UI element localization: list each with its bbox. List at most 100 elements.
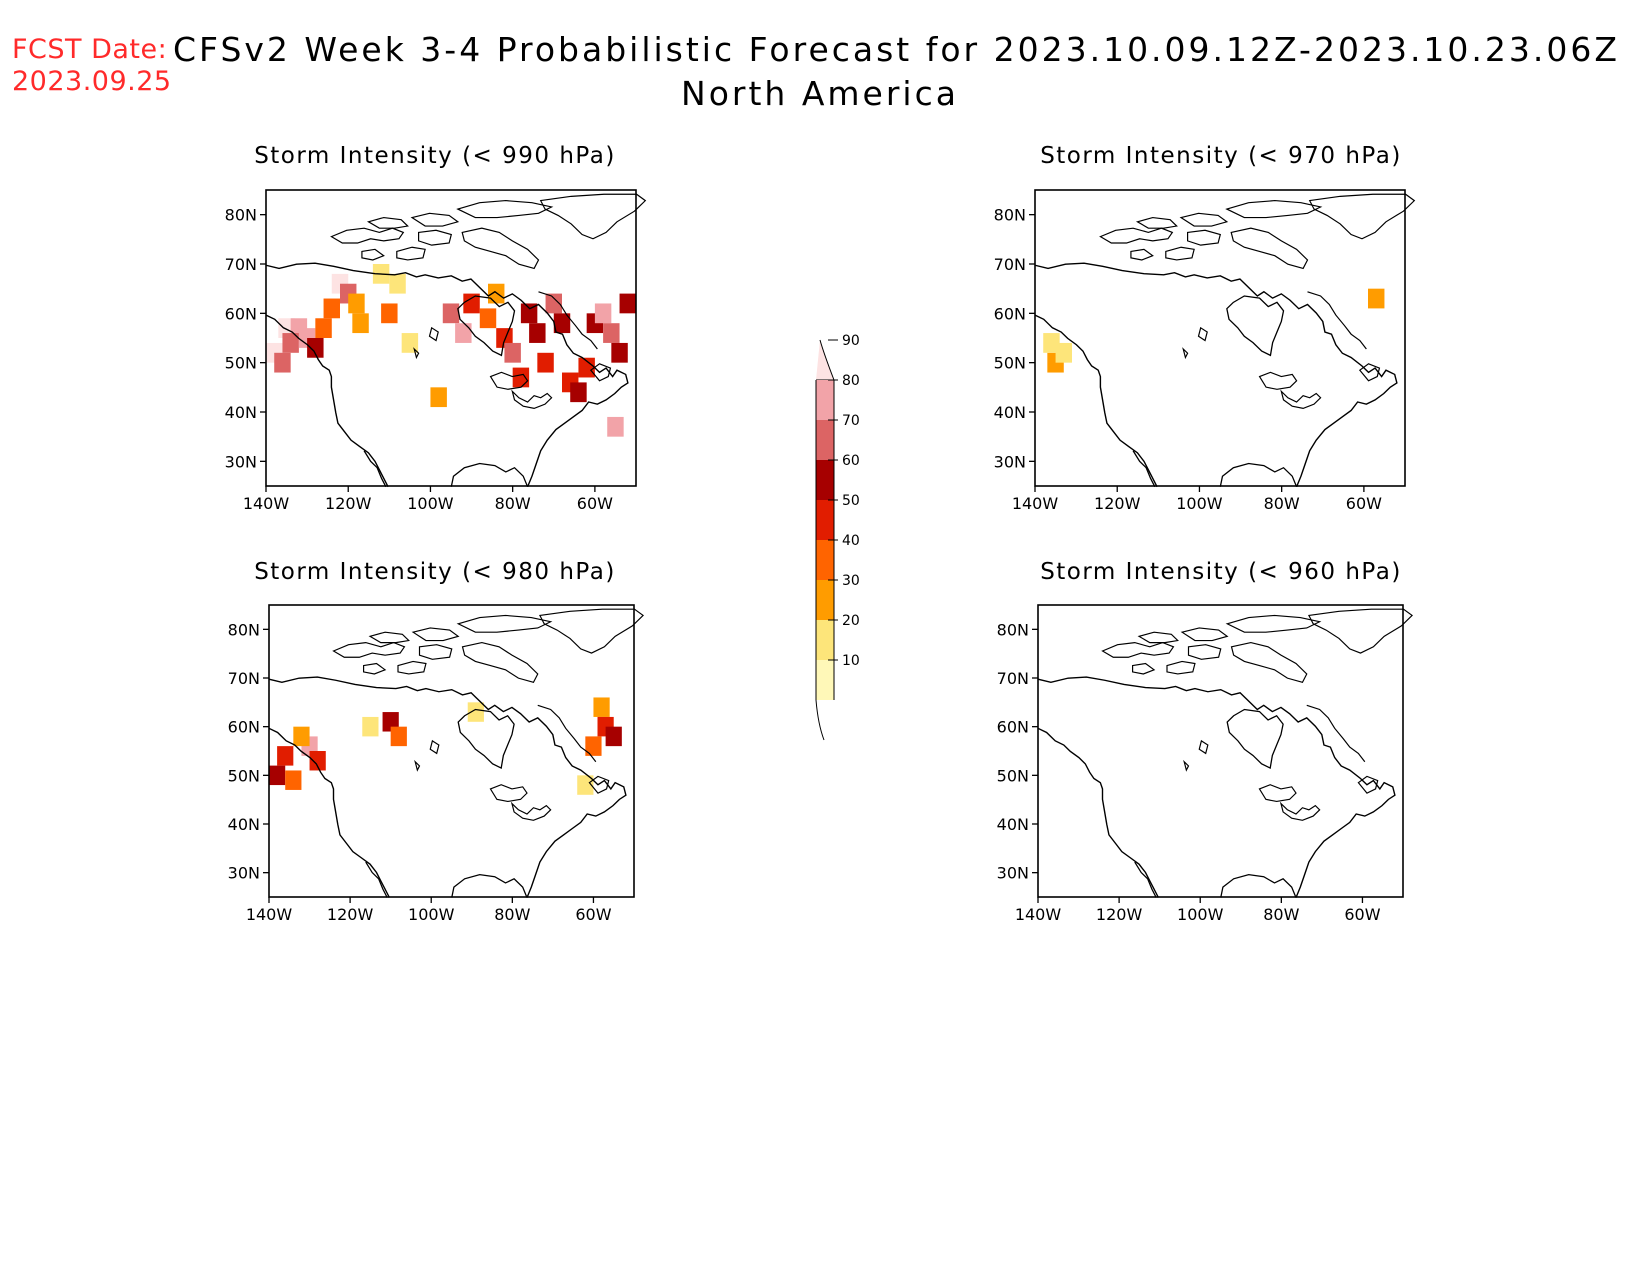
map-title-960: Storm Intensity (< 960 hPa)	[1040, 559, 1402, 585]
probability-cell	[274, 352, 291, 373]
colorbar-label: 70	[842, 413, 860, 429]
map-frame-960	[1037, 604, 1404, 898]
lat-tick-label: 50N	[228, 766, 260, 785]
probability-cell	[553, 313, 571, 334]
colorbar-label: 30	[842, 573, 860, 589]
probability-cell	[293, 726, 310, 747]
colorbar-segment	[816, 540, 834, 580]
lat-tick-label: 60N	[225, 304, 257, 323]
probability-cell	[269, 765, 286, 786]
forecast-cells-980	[269, 697, 622, 795]
lon-tick-label: 120W	[1096, 905, 1143, 924]
probability-cell	[619, 293, 636, 314]
lon-tick-label: 100W	[1177, 905, 1224, 924]
forecast-date-value: 2023.09.25	[12, 66, 172, 97]
map-panel-970: Storm Intensity (< 970 hPa) 80N 70N 60N 50N…	[994, 143, 1416, 513]
lon-tick-label: 60W	[575, 905, 611, 924]
lon-tick-label: 120W	[327, 905, 374, 924]
colorbar-segment	[816, 380, 834, 420]
page-subtitle: North America	[681, 74, 959, 113]
probability-cell	[282, 333, 299, 353]
colorbar-segment	[816, 460, 834, 500]
lat-tick-label: 30N	[994, 452, 1026, 471]
lon-tick-label: 140W	[1015, 905, 1062, 924]
lat-tick-label: 40N	[997, 815, 1029, 834]
probability-cell	[389, 273, 406, 294]
lat-tick-label: 60N	[997, 718, 1029, 737]
colorbar-segment	[816, 580, 834, 620]
colorbar-label: 40	[842, 533, 860, 549]
probability-cell	[585, 736, 602, 756]
lat-tick-label: 70N	[994, 255, 1026, 274]
probability-cell	[463, 293, 480, 314]
probability-cell	[455, 323, 472, 343]
probability-cell	[578, 357, 595, 378]
colorbar-cap-top	[816, 339, 835, 381]
lon-tick-label: 80W	[1264, 494, 1300, 513]
probability-cell	[488, 283, 505, 304]
probability-cell	[1368, 288, 1385, 309]
lat-tick-label: 60N	[228, 718, 260, 737]
lat-tick-label: 80N	[997, 620, 1029, 639]
probability-cell	[382, 712, 399, 732]
map-frame-990	[265, 189, 637, 487]
lat-tick-label: 60N	[994, 304, 1026, 323]
colorbar-label: 60	[842, 453, 860, 469]
lon-tick-label: 140W	[246, 905, 293, 924]
probability-cell	[348, 293, 365, 314]
probability-cell	[537, 352, 554, 373]
probability-cell	[442, 303, 460, 324]
map-panel-980: Storm Intensity (< 980 hPa) 80N 70N 60N 50N…	[228, 559, 644, 924]
probability-cell	[593, 697, 610, 717]
colorbar-label: 20	[842, 613, 860, 629]
map-frame-980	[268, 604, 635, 898]
probability-cell	[603, 323, 620, 343]
lat-tick-label: 70N	[997, 669, 1029, 688]
probability-cell	[520, 303, 538, 324]
map-panel-990: Storm Intensity (< 990 hPa) 80N 70N 60N 50N…	[225, 143, 647, 513]
probability-cell	[504, 342, 521, 363]
probability-cell	[512, 367, 530, 388]
lat-tick-label: 50N	[997, 766, 1029, 785]
probability-cell	[285, 770, 302, 790]
probability-cell	[605, 726, 622, 747]
lat-tick-label: 70N	[225, 255, 257, 274]
probability-cell	[315, 318, 332, 338]
lon-tick-label: 140W	[243, 494, 290, 513]
colorbar-segment	[816, 620, 834, 660]
lon-tick-label: 80W	[494, 905, 530, 924]
lat-tick-label: 40N	[994, 403, 1026, 422]
map-panel-960: Storm Intensity (< 960 hPa) 80N 70N 60N 50N…	[997, 559, 1413, 924]
probability-cell	[1055, 342, 1072, 363]
probability-cell	[323, 298, 340, 319]
probability-cell	[479, 308, 497, 329]
colorbar-label: 10	[842, 653, 860, 669]
probability-cell	[307, 338, 324, 358]
probability-cell	[467, 702, 484, 722]
lon-tick-label: 60W	[1344, 905, 1380, 924]
probability-cell	[401, 333, 419, 353]
lon-tick-label: 100W	[407, 494, 454, 513]
probability-cell	[352, 313, 369, 334]
forecast-cells-970	[1043, 288, 1385, 373]
forecast-date-label: FCST Date:	[12, 34, 168, 65]
colorbar-label: 50	[842, 493, 860, 509]
probability-colorbar: 10 20 30 40 50 60 70 80 90	[815, 333, 860, 741]
map-frame-970	[1034, 189, 1406, 487]
lon-tick-label: 140W	[1012, 494, 1059, 513]
map-title-980: Storm Intensity (< 980 hPa)	[254, 559, 616, 585]
probability-cell	[362, 716, 379, 737]
page-title: CFSv2 Week 3-4 Probabilistic Forecast fo…	[173, 30, 1620, 69]
lon-tick-label: 80W	[1263, 905, 1299, 924]
probability-cell	[529, 323, 546, 343]
colorbar-segment	[816, 660, 834, 700]
probability-cell	[381, 303, 398, 324]
lat-tick-label: 30N	[997, 864, 1029, 883]
colorbar-segment	[816, 500, 834, 540]
lat-tick-label: 40N	[225, 403, 257, 422]
map-title-970: Storm Intensity (< 970 hPa)	[1040, 143, 1402, 169]
map-title-990: Storm Intensity (< 990 hPa)	[254, 143, 616, 169]
lat-tick-label: 50N	[225, 354, 257, 373]
lon-tick-label: 100W	[1176, 494, 1223, 513]
